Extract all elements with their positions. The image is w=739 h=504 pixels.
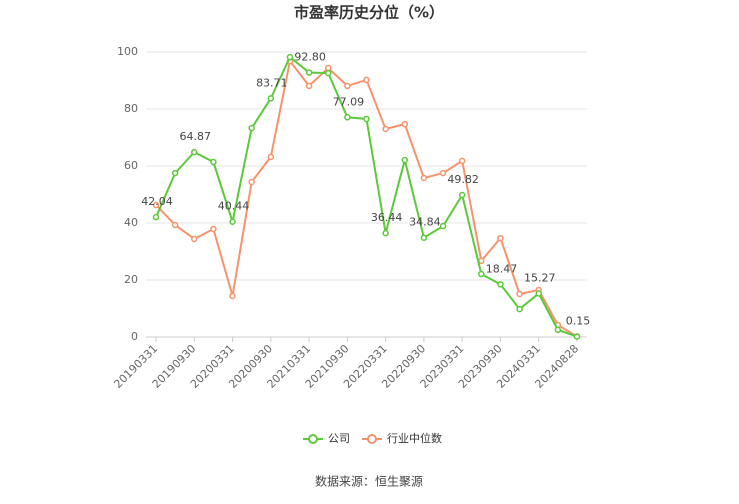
point	[171, 169, 179, 177]
point	[439, 222, 447, 230]
legend-label: 行业中位数	[387, 431, 442, 445]
data-label: 42.04	[141, 195, 173, 208]
data-label: 15.27	[524, 271, 556, 284]
point	[516, 290, 523, 298]
point	[229, 218, 236, 225]
point	[516, 305, 523, 313]
data-label: 83.71	[256, 76, 288, 89]
point	[420, 174, 428, 182]
point	[248, 124, 255, 132]
point	[573, 333, 581, 340]
point	[305, 69, 313, 76]
point	[497, 281, 504, 288]
series-line	[155, 55, 578, 338]
point	[210, 158, 217, 166]
point	[382, 229, 389, 237]
legend-marker	[367, 434, 377, 444]
y-tick-label: 0	[131, 330, 138, 343]
point	[554, 326, 562, 334]
point	[401, 156, 409, 164]
point	[324, 64, 332, 72]
point	[363, 115, 370, 123]
point	[229, 292, 236, 300]
point	[210, 225, 217, 233]
y-tick-label: 80	[124, 102, 138, 115]
point	[152, 213, 160, 221]
point	[344, 114, 351, 121]
point	[267, 153, 275, 161]
legend-item[interactable]: 公司	[303, 432, 350, 445]
y-tick-label: 100	[117, 45, 138, 58]
legend-label: 公司	[328, 432, 350, 445]
point	[535, 290, 542, 297]
data-label: 92.80	[294, 51, 326, 64]
point	[344, 82, 351, 90]
y-tick-label: 20	[124, 273, 138, 286]
legend-marker	[308, 434, 318, 444]
data-label: 18.47	[486, 262, 518, 275]
data-label: 49.82	[447, 173, 479, 186]
legend-item[interactable]: 行业中位数	[362, 431, 442, 445]
point	[267, 95, 275, 102]
point	[171, 221, 179, 229]
point	[152, 201, 160, 209]
y-tick-label: 60	[124, 159, 138, 172]
point	[401, 120, 409, 128]
source: 数据来源：恒生聚源	[315, 474, 423, 489]
data-label: 34.84	[409, 216, 441, 229]
point	[305, 82, 313, 90]
point	[363, 76, 370, 84]
point	[439, 169, 447, 177]
data-label: 40.44	[218, 200, 250, 213]
point	[497, 234, 504, 242]
point	[248, 178, 255, 186]
point	[191, 148, 198, 156]
chart-title: 市盈率历史分位（%）	[294, 4, 444, 22]
point	[458, 191, 466, 199]
point	[324, 69, 332, 77]
point	[382, 125, 389, 133]
point	[478, 270, 485, 278]
data-label: 0.15	[566, 315, 591, 328]
data-label: 64.87	[180, 130, 212, 143]
point	[286, 53, 294, 61]
y-tick-label: 40	[124, 216, 138, 229]
data-label: 36.44	[371, 211, 403, 224]
data-label: 77.09	[333, 95, 365, 108]
point	[191, 235, 198, 243]
point	[458, 157, 466, 165]
point	[420, 234, 428, 241]
